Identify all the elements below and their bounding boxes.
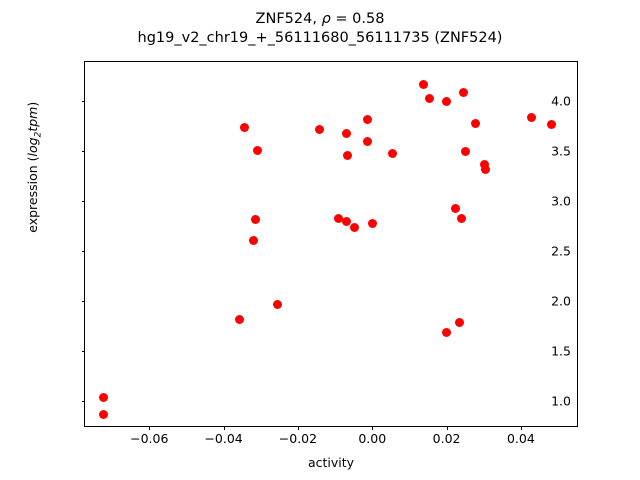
data-point: [253, 146, 263, 156]
y-tick-mark: [81, 150, 85, 152]
x-tick-mark: [297, 426, 299, 430]
data-point: [527, 112, 537, 122]
y-tick-label: 2.5: [551, 243, 571, 259]
y-axis-label-tpm: tpm: [24, 106, 40, 132]
x-tick-mark: [223, 426, 225, 430]
x-tick-label: 0.04: [506, 431, 535, 446]
y-tick-label: 1.0: [551, 393, 571, 409]
data-point: [547, 120, 557, 130]
data-point: [349, 223, 359, 233]
y-axis-label-suffix: ): [24, 101, 40, 107]
title-gene-name: ZNF524: [255, 11, 313, 27]
data-points-layer: [85, 62, 577, 426]
data-point: [314, 125, 324, 135]
title-line-region: hg19_v2_chr19_+_56111680_56111735 (ZNF52…: [137, 30, 503, 46]
y-axis-label: expression (log2tpm): [25, 47, 44, 287]
x-tick-label: −0.06: [130, 431, 169, 446]
y-tick-label: 1.5: [551, 343, 571, 359]
x-tick-label: −0.04: [204, 431, 243, 446]
data-point: [362, 137, 372, 147]
y-tick-mark: [81, 200, 85, 202]
title-line-gene-rho: ZNF524, ρ = 0.58: [255, 11, 385, 27]
y-axis-label-base: 2: [33, 131, 44, 138]
y-tick-mark: [81, 350, 85, 352]
data-point: [362, 114, 372, 124]
data-point: [418, 79, 428, 89]
data-point: [249, 236, 259, 246]
data-point: [98, 393, 108, 403]
data-point: [455, 318, 465, 328]
y-axis-label-log: log: [24, 137, 40, 157]
x-tick-mark: [149, 426, 151, 430]
data-point: [342, 151, 352, 161]
x-axis-label: activity: [307, 455, 355, 470]
x-tick-mark: [520, 426, 522, 430]
data-point: [481, 165, 491, 175]
data-point: [479, 160, 489, 170]
y-tick-label: 4.0: [551, 93, 571, 109]
x-tick-mark: [446, 426, 448, 430]
data-point: [450, 204, 460, 214]
data-point: [367, 219, 377, 229]
data-point: [425, 93, 435, 103]
data-point: [272, 300, 282, 310]
y-tick-mark: [81, 300, 85, 302]
rho-symbol: ρ: [321, 11, 331, 27]
data-point: [251, 215, 261, 225]
data-point: [341, 129, 351, 139]
data-point: [240, 123, 250, 133]
data-point: [471, 119, 481, 129]
x-tick-label: 0.00: [358, 431, 387, 446]
data-point: [461, 147, 471, 157]
data-point: [387, 149, 397, 159]
plot-axes-frame: 1.0 1.5 2.0 2.5 3.0 3.5 4.0 −0.06 −0.04 −0.02 0.00…: [81, 61, 578, 446]
y-tick-mark: [81, 101, 85, 103]
x-tick-label: 0.02: [432, 431, 461, 446]
plot-title: ZNF524, ρ = 0.58 hg19_v2_chr19_+_5611168…: [0, 10, 640, 48]
y-tick-mark: [81, 250, 85, 252]
y-axis-label-prefix: expression (: [24, 156, 40, 233]
y-tick-mark: [81, 400, 85, 402]
data-point: [333, 214, 343, 224]
data-point: [235, 315, 245, 325]
y-tick-label: 3.0: [551, 193, 571, 209]
data-point: [442, 96, 452, 106]
data-point: [98, 410, 108, 420]
y-tick-label: 3.5: [551, 143, 571, 159]
rho-value: 0.58: [352, 11, 385, 27]
data-point: [442, 328, 452, 338]
x-tick-label: −0.02: [278, 431, 318, 446]
x-tick-mark: [372, 426, 374, 430]
data-point: [459, 87, 469, 97]
y-tick-label: 2.0: [551, 293, 571, 309]
data-point: [341, 217, 351, 227]
data-point: [456, 214, 466, 224]
